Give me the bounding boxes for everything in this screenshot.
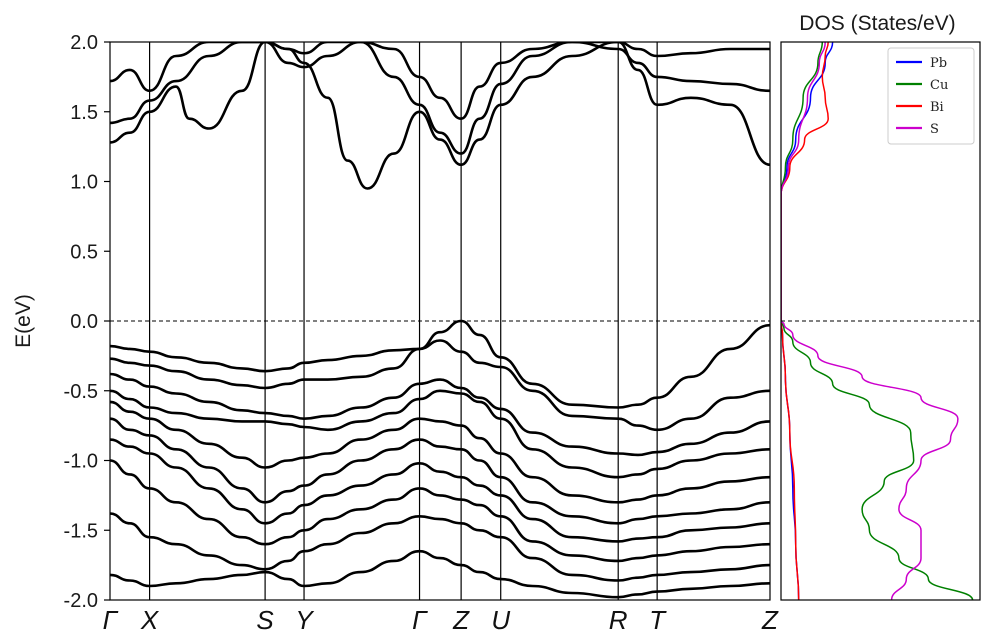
kpoint-label-5: Z bbox=[452, 605, 470, 635]
band-line-10 bbox=[110, 42, 770, 190]
kpoint-label-8: T bbox=[649, 605, 667, 635]
dos-lines bbox=[781, 42, 974, 600]
y-tick-labels: 2.0 1.5 1.0 0.5 0.0 -0.5 -1.0 -1.5 -2.0 bbox=[64, 32, 98, 612]
band-line-3 bbox=[110, 389, 770, 479]
band-line-6 bbox=[110, 438, 770, 543]
y-axis-label: E(eV) bbox=[12, 294, 35, 348]
y-tick-marks bbox=[104, 41, 110, 601]
kpoint-label-9: Z bbox=[761, 605, 779, 635]
dos-legend: Pb Cu Bi S bbox=[887, 47, 975, 145]
legend-label-bi: Bi bbox=[930, 100, 944, 115]
dos-panel: DOS (States/eV) Pb Cu Bi S bbox=[780, 12, 981, 601]
band-line-8 bbox=[110, 512, 770, 582]
kpoint-label-2: S bbox=[256, 605, 274, 635]
dos-line-bi bbox=[781, 42, 829, 600]
dos-line-cu bbox=[781, 42, 974, 600]
band-line-0 bbox=[110, 319, 770, 409]
ytick-label-4: 0.0 bbox=[70, 311, 98, 333]
legend-label-cu: Cu bbox=[930, 78, 948, 93]
kpoint-label-3: Y bbox=[295, 605, 314, 635]
ytick-label-3: 0.5 bbox=[70, 241, 98, 263]
band-line-1 bbox=[110, 339, 770, 432]
kpoint-label-6: U bbox=[491, 605, 510, 635]
high-symmetry-lines bbox=[149, 42, 658, 600]
legend-label-s: S bbox=[930, 122, 939, 137]
dos-axes-frame bbox=[780, 41, 981, 601]
band-lines bbox=[110, 42, 770, 599]
legend-box bbox=[887, 47, 975, 145]
ytick-label-6: -1.0 bbox=[64, 451, 98, 473]
kpoint-label-7: R bbox=[609, 605, 628, 635]
ytick-label-7: -1.5 bbox=[64, 520, 98, 542]
kpoint-label-1: X bbox=[140, 605, 160, 635]
dos-title: DOS (States/eV) bbox=[799, 12, 955, 35]
ytick-label-2: 1.0 bbox=[70, 172, 98, 194]
ytick-label-0: 2.0 bbox=[70, 32, 98, 54]
ytick-label-8: -2.0 bbox=[64, 590, 98, 612]
band-line-7 bbox=[110, 459, 770, 563]
band-line-12 bbox=[110, 42, 770, 121]
kpoint-label-0: Γ bbox=[103, 605, 119, 635]
dos-line-s bbox=[781, 42, 959, 600]
dos-line-pb bbox=[781, 42, 834, 600]
legend-label-pb: Pb bbox=[930, 56, 947, 71]
ytick-label-5: -0.5 bbox=[64, 381, 98, 403]
kpoint-label-4: Γ bbox=[412, 605, 428, 635]
ytick-label-1: 1.5 bbox=[70, 102, 98, 124]
